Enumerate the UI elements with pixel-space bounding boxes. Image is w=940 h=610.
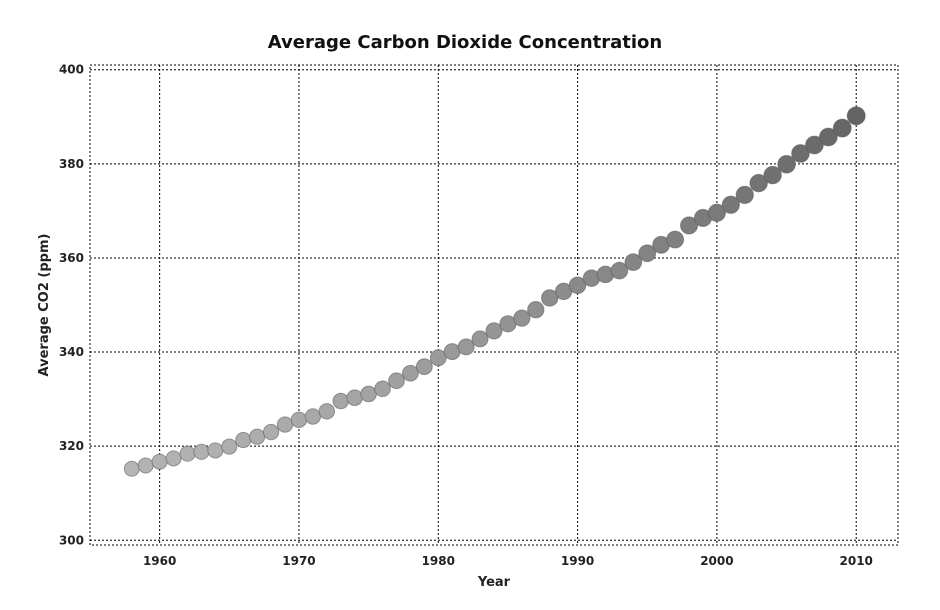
data-point-1978 xyxy=(402,364,419,382)
data-point-1997 xyxy=(666,230,685,249)
data-point-1964 xyxy=(207,442,224,459)
data-point-1961 xyxy=(165,450,182,467)
data-point-2010 xyxy=(846,106,866,126)
data-point-2006 xyxy=(791,144,810,163)
data-point-2001 xyxy=(721,195,740,214)
data-point-2009 xyxy=(832,118,852,138)
y-tick-label-380: 380 xyxy=(59,157,84,171)
data-point-1990 xyxy=(568,276,587,295)
data-point-1959 xyxy=(137,457,154,474)
data-point-1966 xyxy=(235,431,252,449)
x-tick-label-2010: 2010 xyxy=(840,554,873,568)
data-point-1979 xyxy=(415,358,433,376)
data-point-1963 xyxy=(193,443,210,460)
data-point-1983 xyxy=(471,330,489,348)
x-tick-label-1980: 1980 xyxy=(422,554,455,568)
plot-frame xyxy=(89,64,899,546)
data-point-2000 xyxy=(707,203,726,222)
y-tick-label-340: 340 xyxy=(59,345,84,359)
data-point-1973 xyxy=(332,392,350,410)
data-point-1998 xyxy=(680,216,699,235)
y-tick-label-360: 360 xyxy=(59,251,84,265)
data-point-1970 xyxy=(290,411,308,429)
tick-labels: 1960 1970 1980 1990 2000 2010 300 320 340 360 380 4… xyxy=(59,63,873,568)
x-axis-label: Year xyxy=(477,575,511,590)
data-point-1968 xyxy=(262,423,280,441)
x-tick-label-1990: 1990 xyxy=(561,554,594,568)
data-point-2005 xyxy=(777,155,796,174)
data-point-1986 xyxy=(513,309,531,327)
data-point-1971 xyxy=(304,408,322,425)
data-point-1980 xyxy=(429,349,447,367)
data-point-1967 xyxy=(249,428,266,445)
data-points xyxy=(123,106,866,477)
data-point-1977 xyxy=(388,372,405,390)
x-tick-label-1970: 1970 xyxy=(282,554,315,568)
data-point-1962 xyxy=(179,445,196,462)
data-point-1994 xyxy=(624,253,643,272)
x-tick-label-1960: 1960 xyxy=(143,554,176,568)
data-point-1960 xyxy=(151,453,168,470)
y-tick-label-320: 320 xyxy=(59,439,84,453)
data-point-1993 xyxy=(610,261,629,280)
data-point-2004 xyxy=(763,165,782,185)
data-point-1976 xyxy=(374,380,391,398)
y-tick-label-400: 400 xyxy=(59,63,84,77)
x-tick-label-2000: 2000 xyxy=(700,554,733,568)
data-point-1982 xyxy=(457,338,475,356)
data-point-2007 xyxy=(805,135,824,155)
y-tick-label-300: 300 xyxy=(59,533,84,547)
y-axis-label: Average CO2 (ppm) xyxy=(37,234,52,377)
data-point-1969 xyxy=(276,416,294,433)
grid-lines xyxy=(90,65,898,545)
data-point-2003 xyxy=(749,173,768,193)
data-point-2008 xyxy=(818,127,838,147)
chart-title: Average Carbon Dioxide Concentration xyxy=(268,32,662,53)
data-point-1984 xyxy=(485,322,503,340)
data-point-2002 xyxy=(735,185,754,205)
data-point-1995 xyxy=(638,244,657,263)
data-point-1987 xyxy=(527,301,545,319)
data-point-1965 xyxy=(221,438,238,455)
data-point-1972 xyxy=(318,403,336,420)
data-point-1974 xyxy=(346,389,363,407)
data-point-1958 xyxy=(123,460,140,477)
data-point-1975 xyxy=(360,385,377,403)
